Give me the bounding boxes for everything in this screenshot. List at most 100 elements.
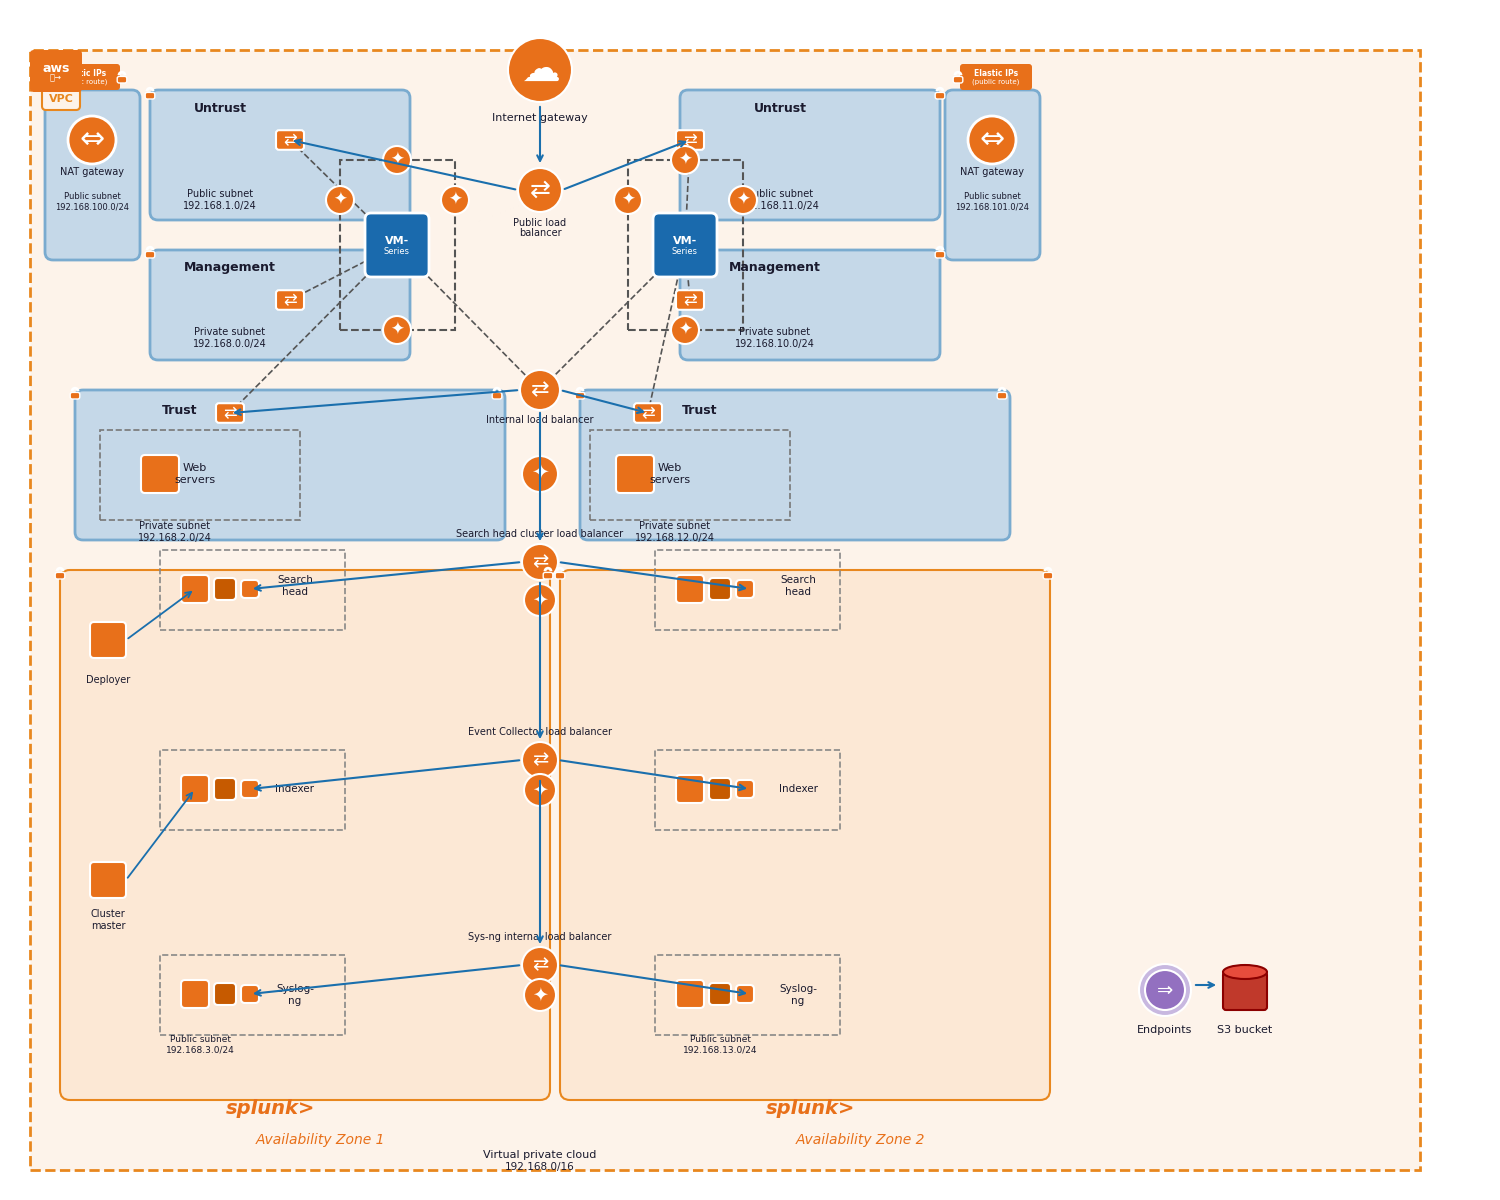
- Text: ⇄: ⇄: [284, 290, 297, 308]
- FancyBboxPatch shape: [216, 403, 244, 422]
- FancyBboxPatch shape: [560, 570, 1050, 1100]
- FancyBboxPatch shape: [214, 983, 236, 1006]
- FancyBboxPatch shape: [934, 251, 945, 258]
- FancyBboxPatch shape: [150, 250, 410, 360]
- FancyBboxPatch shape: [56, 572, 64, 578]
- FancyBboxPatch shape: [242, 580, 260, 598]
- Text: ✦: ✦: [531, 464, 549, 484]
- Text: Series: Series: [384, 246, 410, 256]
- FancyBboxPatch shape: [710, 578, 730, 600]
- Bar: [628, 160, 742, 330]
- FancyBboxPatch shape: [276, 130, 304, 150]
- FancyBboxPatch shape: [182, 575, 209, 602]
- Text: ⇔: ⇔: [80, 126, 105, 155]
- FancyBboxPatch shape: [1222, 972, 1268, 1010]
- Text: ⇄: ⇄: [532, 750, 548, 769]
- FancyBboxPatch shape: [182, 980, 209, 1008]
- Text: Elastic IPs: Elastic IPs: [62, 70, 106, 78]
- Text: Series: Series: [672, 246, 698, 256]
- FancyBboxPatch shape: [952, 77, 963, 83]
- Bar: [100, 430, 300, 520]
- Circle shape: [382, 146, 411, 174]
- Circle shape: [382, 316, 411, 344]
- FancyBboxPatch shape: [676, 775, 703, 803]
- Text: ✦: ✦: [532, 780, 548, 799]
- Text: Private subnet
192.168.12.0/24: Private subnet 192.168.12.0/24: [634, 521, 716, 542]
- Text: Internet gateway: Internet gateway: [492, 113, 588, 122]
- Text: Event Collector load balancer: Event Collector load balancer: [468, 727, 612, 737]
- FancyBboxPatch shape: [30, 50, 82, 92]
- FancyBboxPatch shape: [634, 403, 662, 422]
- Text: ✦: ✦: [532, 590, 548, 610]
- Text: ✦: ✦: [621, 191, 634, 209]
- FancyBboxPatch shape: [574, 392, 585, 398]
- FancyBboxPatch shape: [710, 778, 730, 800]
- Text: Web
servers: Web servers: [174, 463, 216, 485]
- FancyBboxPatch shape: [680, 250, 940, 360]
- Bar: [160, 550, 345, 630]
- Text: Syslog-
ng: Syslog- ng: [276, 984, 314, 1006]
- FancyBboxPatch shape: [580, 390, 1010, 540]
- Text: Private subnet
192.168.10.0/24: Private subnet 192.168.10.0/24: [735, 328, 815, 349]
- Text: Internal load balancer: Internal load balancer: [486, 415, 594, 425]
- FancyBboxPatch shape: [242, 780, 260, 798]
- FancyBboxPatch shape: [676, 290, 703, 310]
- FancyBboxPatch shape: [543, 572, 554, 578]
- Bar: [160, 750, 345, 830]
- Circle shape: [1144, 970, 1185, 1010]
- Text: Search
head: Search head: [278, 575, 314, 596]
- Text: Public subnet
192.168.1.0/24: Public subnet 192.168.1.0/24: [183, 190, 256, 211]
- Text: Public subnet
192.168.101.0/24: Public subnet 192.168.101.0/24: [956, 192, 1029, 211]
- FancyBboxPatch shape: [555, 572, 566, 578]
- Text: Public subnet
192.168.3.0/24: Public subnet 192.168.3.0/24: [165, 1036, 234, 1055]
- FancyBboxPatch shape: [242, 985, 260, 1003]
- FancyBboxPatch shape: [45, 90, 140, 260]
- FancyBboxPatch shape: [736, 580, 754, 598]
- FancyBboxPatch shape: [364, 214, 429, 277]
- FancyBboxPatch shape: [934, 92, 945, 98]
- FancyBboxPatch shape: [736, 780, 754, 798]
- Text: Private subnet
192.168.2.0/24: Private subnet 192.168.2.0/24: [138, 521, 212, 542]
- FancyBboxPatch shape: [60, 570, 550, 1100]
- Text: VM-: VM-: [674, 236, 698, 246]
- Text: ✦: ✦: [390, 320, 404, 338]
- Text: Syslog-
ng: Syslog- ng: [778, 984, 818, 1006]
- Text: Management: Management: [184, 262, 276, 275]
- Circle shape: [524, 979, 556, 1010]
- Text: ⇄: ⇄: [640, 404, 656, 422]
- FancyBboxPatch shape: [146, 251, 154, 258]
- Circle shape: [326, 186, 354, 214]
- Text: Cluster
master: Cluster master: [90, 910, 126, 931]
- Text: Private subnet
192.168.0.0/24: Private subnet 192.168.0.0/24: [194, 328, 267, 349]
- FancyBboxPatch shape: [960, 64, 1032, 90]
- Text: ✦: ✦: [390, 151, 404, 169]
- FancyBboxPatch shape: [90, 622, 126, 658]
- Text: Untrust: Untrust: [194, 102, 246, 114]
- FancyBboxPatch shape: [676, 130, 703, 150]
- FancyBboxPatch shape: [945, 90, 1040, 260]
- FancyBboxPatch shape: [150, 90, 410, 220]
- Text: Trust: Trust: [162, 403, 198, 416]
- Text: (public route): (public route): [972, 79, 1020, 85]
- FancyBboxPatch shape: [146, 92, 154, 98]
- FancyBboxPatch shape: [680, 90, 940, 220]
- Text: S3 bucket: S3 bucket: [1218, 1025, 1272, 1034]
- Text: balancer: balancer: [519, 228, 561, 238]
- FancyBboxPatch shape: [117, 77, 128, 83]
- FancyBboxPatch shape: [492, 392, 502, 398]
- Circle shape: [968, 116, 1016, 164]
- Text: VM-: VM-: [386, 236, 410, 246]
- Circle shape: [1138, 964, 1191, 1016]
- Circle shape: [522, 947, 558, 983]
- Text: Endpoints: Endpoints: [1137, 1025, 1192, 1034]
- FancyBboxPatch shape: [48, 64, 120, 90]
- FancyBboxPatch shape: [676, 980, 703, 1008]
- Circle shape: [520, 370, 560, 410]
- Text: Availability Zone 1: Availability Zone 1: [255, 1133, 384, 1147]
- Bar: [656, 955, 840, 1034]
- FancyBboxPatch shape: [42, 88, 80, 110]
- Text: Untrust: Untrust: [753, 102, 807, 114]
- Ellipse shape: [1222, 965, 1268, 979]
- FancyBboxPatch shape: [90, 862, 126, 898]
- Circle shape: [68, 116, 116, 164]
